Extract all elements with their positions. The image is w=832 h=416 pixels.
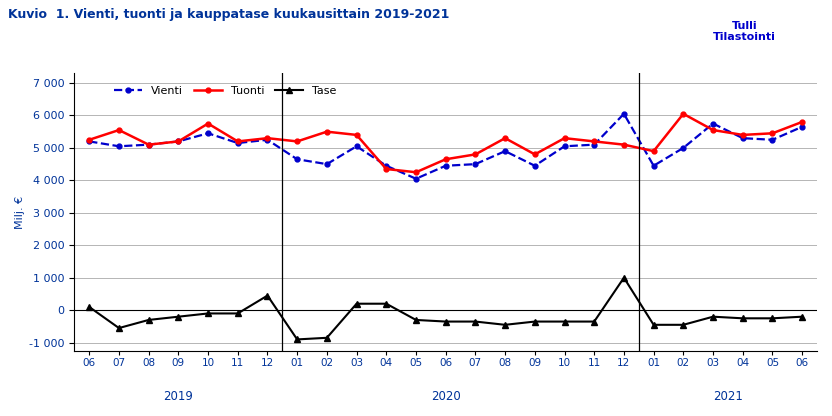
Vienti: [797, 124, 807, 129]
Tuonti: [530, 152, 540, 157]
Vienti: [708, 121, 718, 126]
Tase: [292, 337, 302, 342]
Vienti: [619, 111, 629, 116]
Vienti: [738, 136, 748, 141]
Text: 2019: 2019: [163, 390, 193, 403]
Tase: [381, 301, 391, 306]
Vienti: [352, 144, 362, 149]
Tase: [441, 319, 451, 324]
Line: Vienti: Vienti: [87, 111, 805, 181]
Tuonti: [708, 128, 718, 133]
Tase: [619, 275, 629, 280]
Tuonti: [173, 139, 183, 144]
Tase: [233, 311, 243, 316]
Vienti: [322, 162, 332, 167]
Vienti: [470, 162, 480, 167]
Vienti: [411, 176, 421, 181]
Tuonti: [441, 157, 451, 162]
Vienti: [144, 142, 154, 147]
Tuonti: [619, 142, 629, 147]
Tuonti: [84, 137, 94, 142]
Vienti: [262, 137, 272, 142]
Tuonti: [292, 139, 302, 144]
Tase: [678, 322, 688, 327]
Tase: [500, 322, 510, 327]
Text: Tulli
Tilastointi: Tulli Tilastointi: [713, 21, 776, 42]
Tuonti: [381, 166, 391, 171]
Legend: Vienti, Tuonti, Tase: Vienti, Tuonti, Tase: [110, 82, 340, 100]
Vienti: [292, 157, 302, 162]
Tuonti: [233, 139, 243, 144]
Tase: [411, 317, 421, 322]
Line: Tuonti: Tuonti: [87, 111, 805, 175]
Tuonti: [797, 119, 807, 124]
Tase: [144, 317, 154, 322]
Tase: [470, 319, 480, 324]
Text: 2021: 2021: [713, 390, 743, 403]
Vienti: [381, 163, 391, 168]
Tase: [649, 322, 659, 327]
Tuonti: [470, 152, 480, 157]
Tuonti: [589, 139, 599, 144]
Tuonti: [767, 131, 777, 136]
Vienti: [441, 163, 451, 168]
Tuonti: [262, 136, 272, 141]
Vienti: [530, 163, 540, 168]
Tase: [322, 335, 332, 340]
Tase: [589, 319, 599, 324]
Text: Kuvio  1. Vienti, tuonti ja kauppatase kuukausittain 2019-2021: Kuvio 1. Vienti, tuonti ja kauppatase ku…: [8, 8, 449, 21]
Y-axis label: Milj. €: Milj. €: [15, 196, 25, 228]
Tase: [530, 319, 540, 324]
Tuonti: [144, 142, 154, 147]
Tase: [738, 316, 748, 321]
Vienti: [678, 146, 688, 151]
Tuonti: [352, 132, 362, 137]
Tase: [797, 314, 807, 319]
Tuonti: [411, 170, 421, 175]
Tase: [203, 311, 213, 316]
Tuonti: [203, 121, 213, 126]
Vienti: [649, 163, 659, 168]
Tuonti: [738, 132, 748, 137]
Vienti: [767, 137, 777, 142]
Tase: [767, 316, 777, 321]
Vienti: [203, 131, 213, 136]
Tase: [84, 305, 94, 310]
Tuonti: [678, 111, 688, 116]
Tase: [114, 326, 124, 331]
Tuonti: [500, 136, 510, 141]
Tuonti: [114, 128, 124, 133]
Tase: [560, 319, 570, 324]
Tase: [352, 301, 362, 306]
Line: Tase: Tase: [87, 275, 805, 342]
Tase: [262, 293, 272, 298]
Tuonti: [322, 129, 332, 134]
Tuonti: [649, 149, 659, 154]
Vienti: [114, 144, 124, 149]
Vienti: [589, 142, 599, 147]
Text: 2020: 2020: [431, 390, 461, 403]
Vienti: [500, 149, 510, 154]
Vienti: [84, 139, 94, 144]
Tase: [173, 314, 183, 319]
Tuonti: [560, 136, 570, 141]
Vienti: [560, 144, 570, 149]
Tase: [708, 314, 718, 319]
Vienti: [233, 141, 243, 146]
Vienti: [173, 139, 183, 144]
